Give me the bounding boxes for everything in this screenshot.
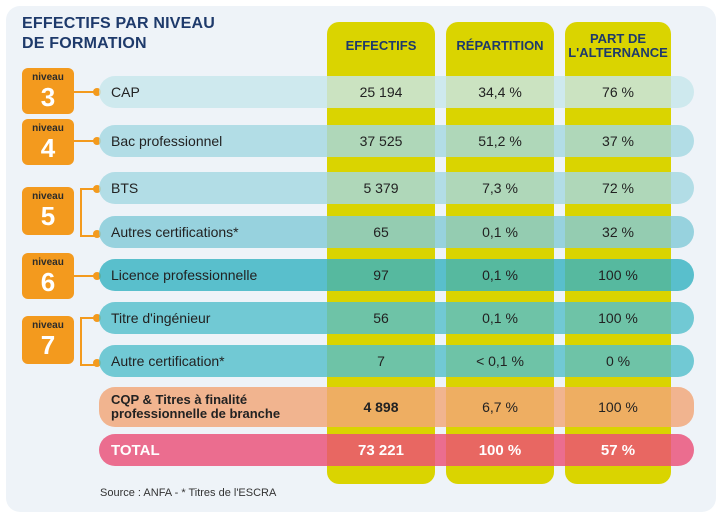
alternance-value: 57 % xyxy=(600,441,636,459)
row-label: CAP xyxy=(111,84,140,100)
repartition-value: 0,1 % xyxy=(482,310,518,326)
connector-line xyxy=(74,91,98,93)
table-row: Licence professionnelle 97 0,1 % 100 % xyxy=(99,259,694,291)
table-row: BTS 5 379 7,3 % 72 % xyxy=(99,172,694,204)
table-row: Bac professionnel 37 525 51,2 % 37 % xyxy=(99,125,694,157)
alternance-value: 100 % xyxy=(598,267,638,283)
header-repartition: RÉPARTITION xyxy=(456,38,544,53)
effectifs-value: 65 xyxy=(373,224,389,240)
connector-bracket xyxy=(80,317,100,366)
page-title: EFFECTIFS PAR NIVEAU DE FORMATION xyxy=(22,15,216,52)
source-note: Source : ANFA - * Titres de l'ESCRA xyxy=(100,487,277,499)
effectifs-value: 37 525 xyxy=(359,133,403,149)
connector-dot xyxy=(93,359,101,367)
effectifs-value: 56 xyxy=(373,310,389,326)
alternance-value: 37 % xyxy=(602,133,634,149)
alternance-value: 32 % xyxy=(602,224,634,240)
row-label: Autre certification* xyxy=(111,353,225,369)
effectifs-value: 25 194 xyxy=(359,84,403,100)
connector-dot xyxy=(93,185,101,193)
repartition-value: 0,1 % xyxy=(482,224,518,240)
effectifs-value: 73 221 xyxy=(358,441,404,459)
level-badge-7: niveau 7 xyxy=(22,316,74,364)
row-label: Licence professionnelle xyxy=(111,267,258,283)
row-label: Autres certifications* xyxy=(111,224,239,240)
row-label: TOTAL xyxy=(111,441,160,459)
table-row-branch: CQP & Titres à finalité professionnelle … xyxy=(99,387,694,427)
row-label: Bac professionnel xyxy=(111,133,223,149)
level-badge-3: niveau 3 xyxy=(22,68,74,114)
repartition-value: 7,3 % xyxy=(482,180,518,196)
level-badge-4: niveau 4 xyxy=(22,119,74,165)
effectifs-value: 97 xyxy=(373,267,389,283)
row-label: CQP & Titres à finalité professionnelle … xyxy=(111,392,281,421)
repartition-value: 51,2 % xyxy=(478,133,522,149)
effectifs-value: 7 xyxy=(377,353,385,369)
alternance-value: 0 % xyxy=(605,353,631,369)
connector-dot xyxy=(93,230,101,238)
connector-dot xyxy=(93,272,101,280)
header-alternance: PART DE L'ALTERNANCE xyxy=(568,31,668,60)
table-row: Autres certifications* 65 0,1 % 32 % xyxy=(99,216,694,248)
alternance-value: 76 % xyxy=(602,84,634,100)
level-badge-6: niveau 6 xyxy=(22,253,74,299)
row-label: BTS xyxy=(111,180,139,196)
alternance-value: 72 % xyxy=(602,180,634,196)
connector-dot xyxy=(93,137,101,145)
header-effectifs: EFFECTIFS xyxy=(345,38,417,53)
alternance-value: 100 % xyxy=(598,399,638,415)
alternance-value: 100 % xyxy=(598,310,638,326)
repartition-value: 100 % xyxy=(478,441,522,459)
connector-dot xyxy=(93,88,101,96)
level-badge-5: niveau 5 xyxy=(22,187,74,235)
connector-line xyxy=(74,140,98,142)
total-row: TOTAL 73 221 100 % 57 % xyxy=(99,434,694,466)
repartition-value: 6,7 % xyxy=(482,399,518,415)
table-row: CAP 25 194 34,4 % 76 % xyxy=(99,76,694,108)
connector-dot xyxy=(93,314,101,322)
effectifs-value: 4 898 xyxy=(363,399,399,415)
effectifs-value: 5 379 xyxy=(363,180,399,196)
row-label: Titre d'ingénieur xyxy=(111,310,211,326)
connector-bracket xyxy=(80,188,100,237)
table-row: Titre d'ingénieur 56 0,1 % 100 % xyxy=(99,302,694,334)
table-row: Autre certification* 7 < 0,1 % 0 % xyxy=(99,345,694,377)
repartition-value: 0,1 % xyxy=(482,267,518,283)
connector-line xyxy=(74,275,98,277)
repartition-value: < 0,1 % xyxy=(476,353,524,369)
repartition-value: 34,4 % xyxy=(478,84,522,100)
